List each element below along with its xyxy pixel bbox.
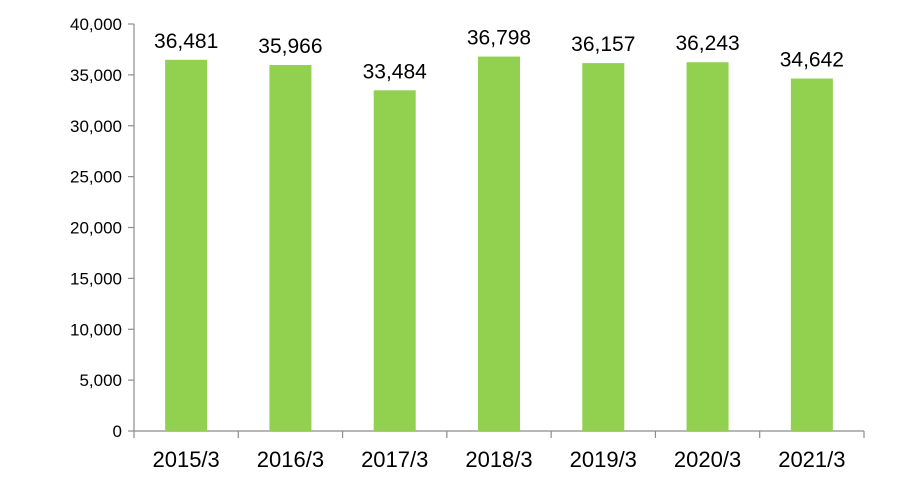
bar-value-label: 33,484 bbox=[363, 60, 428, 83]
bar bbox=[269, 65, 312, 431]
x-category-label: 2020/3 bbox=[674, 447, 741, 472]
y-tick-label: 0 bbox=[113, 422, 122, 441]
bar-value-label: 34,642 bbox=[780, 49, 844, 72]
y-tick-label: 20,000 bbox=[70, 219, 122, 238]
bar-value-label: 36,481 bbox=[154, 30, 218, 53]
bar-series bbox=[165, 56, 833, 432]
y-tick-label: 35,000 bbox=[70, 66, 122, 85]
bar bbox=[165, 59, 208, 432]
y-axis: 0 5,000 10,000 15,000 20,000 25,000 30,000 35,0… bbox=[70, 15, 135, 441]
bar bbox=[373, 90, 416, 432]
x-axis: 2015/3 2016/3 2017/3 2018/3 2019/3 2020/3 2021… bbox=[133, 430, 865, 472]
bar-value-label: 35,966 bbox=[258, 35, 322, 58]
x-category-label: 2015/3 bbox=[152, 447, 219, 472]
y-tick-label: 40,000 bbox=[70, 15, 122, 34]
bar bbox=[790, 78, 833, 432]
bar bbox=[582, 63, 625, 431]
x-category-label: 2017/3 bbox=[361, 447, 428, 472]
y-tick-label: 15,000 bbox=[70, 269, 122, 288]
y-tick-label: 30,000 bbox=[70, 117, 122, 136]
x-category-label: 2018/3 bbox=[465, 447, 532, 472]
x-category-label: 2021/3 bbox=[778, 447, 845, 472]
x-category-label: 2019/3 bbox=[570, 447, 637, 472]
bar-value-label: 36,798 bbox=[467, 27, 531, 50]
y-tick-label: 25,000 bbox=[70, 168, 122, 187]
bar-value-label: 36,243 bbox=[675, 32, 739, 55]
bar-value-label: 36,157 bbox=[571, 33, 635, 56]
bar bbox=[478, 56, 520, 431]
bar bbox=[686, 62, 729, 431]
data-labels: 36,481 35,966 33,484 36,798 36,157 36,243 34,6… bbox=[154, 27, 844, 84]
x-category-label: 2016/3 bbox=[257, 447, 324, 472]
y-tick-label: 5,000 bbox=[79, 371, 122, 390]
y-tick-label: 10,000 bbox=[70, 320, 122, 339]
